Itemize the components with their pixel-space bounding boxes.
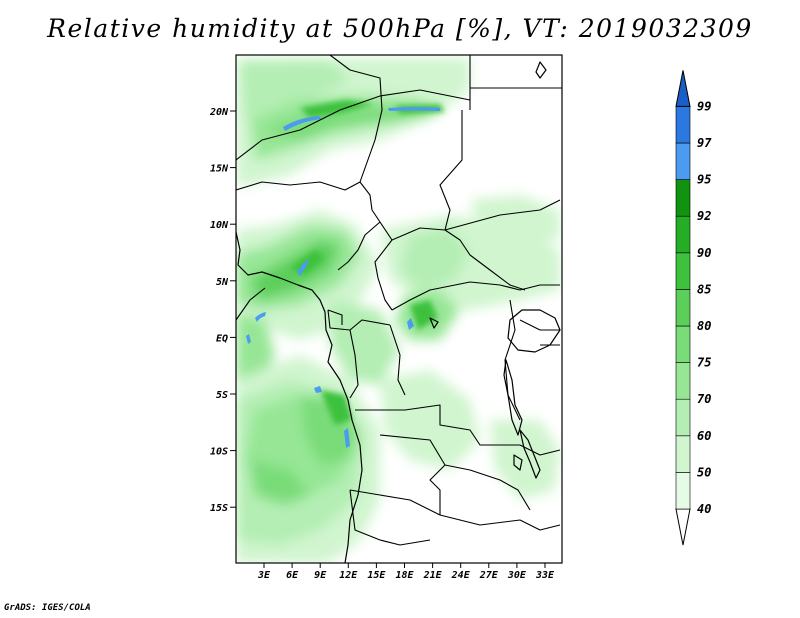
- latitude-axis: 20N 15N 10N 5N EQ 5S 10S 15S: [209, 107, 236, 514]
- lon-tick-label: 3E: [257, 570, 271, 581]
- lat-tick-label: 5S: [216, 390, 228, 401]
- colorbar-label: 75: [697, 356, 711, 370]
- colorbar: 40 50 60 70 75 80 85 90 92 95 97 99: [675, 70, 712, 546]
- lat-tick-label: 20N: [209, 107, 229, 118]
- colorbar-segment: [675, 142, 691, 180]
- longitude-axis: 3E 6E 9E 12E 15E 18E 21E 24E 27E 30E 33E: [257, 563, 555, 581]
- colorbar-label: 97: [697, 136, 712, 150]
- lat-tick-label: EQ: [216, 333, 228, 344]
- country-borders: [236, 55, 562, 546]
- lon-tick-label: 24E: [451, 570, 471, 581]
- map-title: Relative humidity at 500hPa [%], VT: 201…: [47, 14, 753, 43]
- colorbar-label: 80: [697, 319, 711, 333]
- lat-tick-label: 15S: [210, 503, 228, 514]
- colorbar-label: 95: [697, 173, 711, 187]
- colorbar-segment: [675, 362, 691, 400]
- colorbar-segment: [675, 325, 691, 363]
- lon-tick-label: 18E: [395, 570, 414, 581]
- colorbar-label: 99: [697, 99, 711, 113]
- colorbar-label: 92: [697, 209, 711, 223]
- lat-tick-label: 15N: [210, 164, 229, 175]
- colorbar-segment: [675, 289, 691, 327]
- lat-tick-label: 10N: [210, 220, 229, 231]
- colorbar-segment: [675, 252, 691, 290]
- colorbar-over-triangle: [675, 70, 691, 107]
- coastlines: [236, 61, 561, 563]
- colorbar-segment: [675, 398, 691, 437]
- grads-credit: GrADS: IGES/COLA: [4, 603, 91, 613]
- lon-tick-label: 9E: [314, 570, 327, 581]
- colorbar-segment: [675, 435, 691, 473]
- lon-tick-label: 6E: [286, 570, 299, 581]
- lon-tick-label: 12E: [339, 570, 358, 581]
- colorbar-label: 60: [697, 429, 711, 443]
- lon-tick-label: 27E: [479, 570, 499, 581]
- map-frame: [235, 54, 563, 564]
- colorbar-segment: [675, 179, 691, 217]
- lat-tick-label: 10S: [210, 447, 228, 458]
- lon-tick-label: 21E: [423, 570, 443, 581]
- colorbar-label: 50: [697, 465, 711, 479]
- colorbar-under-triangle: [675, 508, 691, 546]
- colorbar-label: 90: [697, 246, 711, 260]
- colorbar-segment: [675, 106, 691, 144]
- colorbar-segment: [675, 472, 691, 510]
- lon-tick-label: 15E: [367, 570, 386, 581]
- colorbar-segment: [675, 215, 691, 254]
- colorbar-label: 70: [697, 392, 711, 406]
- lon-tick-label: 33E: [535, 570, 555, 581]
- colorbar-label: 85: [697, 282, 711, 296]
- humidity-field: [236, 58, 560, 563]
- colorbar-label: 40: [697, 502, 711, 516]
- lat-tick-label: 5N: [216, 277, 229, 288]
- lon-tick-label: 30E: [507, 570, 527, 581]
